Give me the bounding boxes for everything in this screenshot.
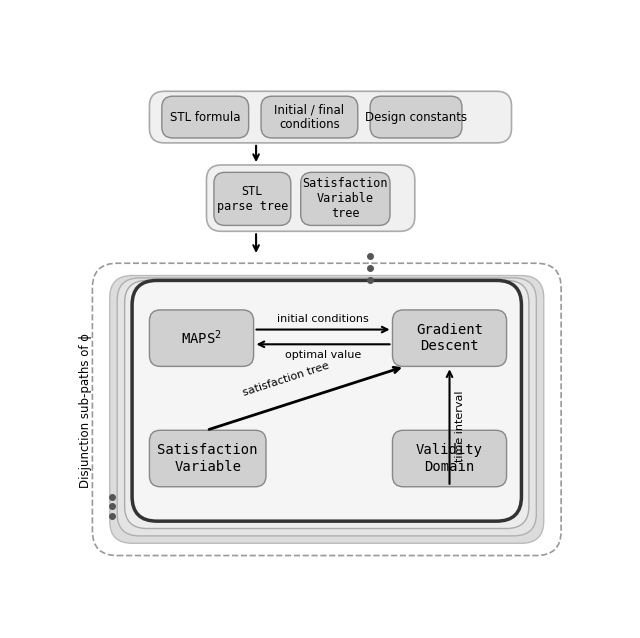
FancyBboxPatch shape: [214, 172, 291, 225]
Text: Satisfaction
Variable: Satisfaction Variable: [157, 443, 258, 473]
Text: Disjunction sub-paths of ϕ: Disjunction sub-paths of ϕ: [79, 333, 92, 488]
Text: satisfaction tree: satisfaction tree: [241, 361, 330, 398]
FancyBboxPatch shape: [370, 96, 462, 138]
Text: Gradient
Descent: Gradient Descent: [416, 323, 483, 353]
FancyBboxPatch shape: [301, 172, 390, 225]
FancyBboxPatch shape: [110, 276, 544, 544]
Text: Design constants: Design constants: [365, 110, 467, 124]
FancyBboxPatch shape: [125, 281, 529, 528]
Text: time interval: time interval: [456, 391, 465, 463]
FancyBboxPatch shape: [92, 263, 561, 556]
Text: optimal value: optimal value: [285, 350, 361, 360]
FancyBboxPatch shape: [132, 281, 522, 521]
FancyBboxPatch shape: [150, 310, 253, 366]
Text: Initial / final
conditions: Initial / final conditions: [275, 103, 344, 131]
Text: initial conditions: initial conditions: [277, 314, 369, 323]
FancyBboxPatch shape: [162, 96, 248, 138]
Text: Validity
Domain: Validity Domain: [416, 443, 483, 473]
FancyBboxPatch shape: [117, 278, 536, 536]
Text: STL formula: STL formula: [170, 110, 241, 124]
FancyBboxPatch shape: [207, 165, 415, 232]
FancyBboxPatch shape: [150, 91, 511, 143]
FancyBboxPatch shape: [150, 430, 266, 487]
Text: Satisfaction
Variable
tree: Satisfaction Variable tree: [303, 177, 388, 220]
FancyBboxPatch shape: [261, 96, 358, 138]
FancyBboxPatch shape: [392, 310, 507, 366]
FancyBboxPatch shape: [392, 430, 507, 487]
Text: MAPS$^2$: MAPS$^2$: [181, 329, 222, 348]
Text: STL
parse tree: STL parse tree: [217, 185, 288, 213]
